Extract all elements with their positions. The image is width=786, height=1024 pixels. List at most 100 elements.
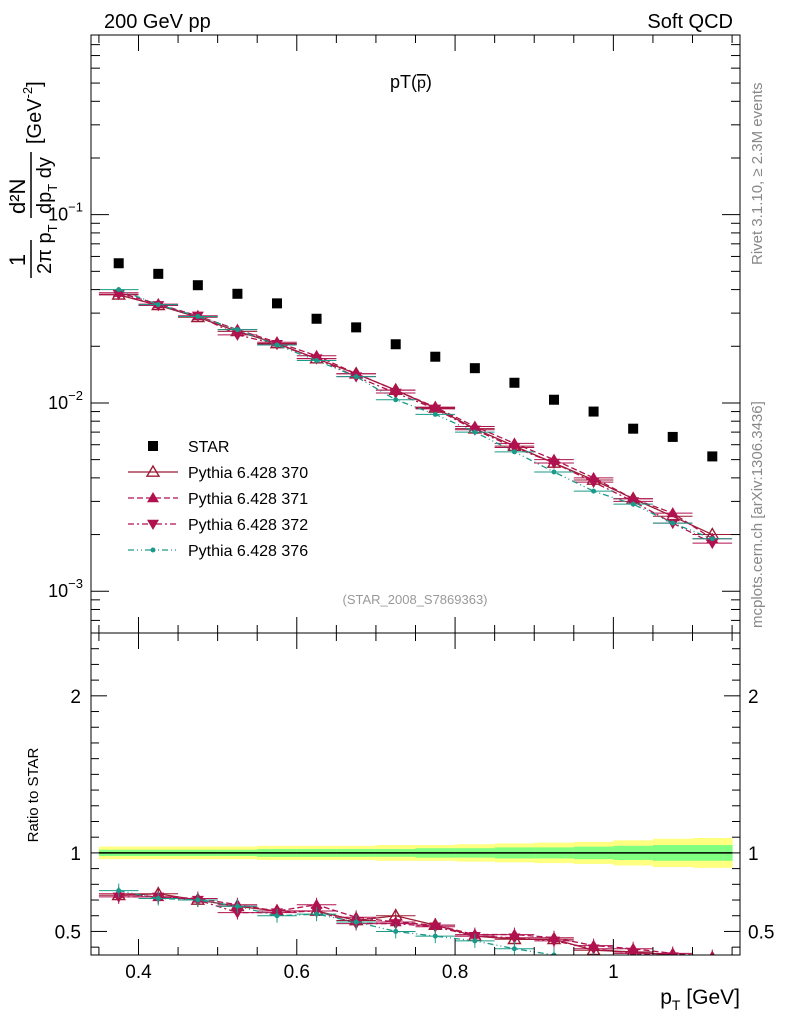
data-point <box>666 507 679 518</box>
data-point <box>508 443 521 454</box>
ratio-point <box>234 903 240 909</box>
ratio-point <box>511 946 517 952</box>
data-point <box>112 290 125 301</box>
ratio-y-tick-label-left: 2 <box>70 687 81 708</box>
ratio-y-tick-label-left: 0.5 <box>55 922 81 943</box>
data-point <box>389 388 402 399</box>
header-category-label: Soft QCD <box>647 11 733 33</box>
source-reference-label: mcplots.cern.ch [arXiv:1306.3436] <box>749 401 766 628</box>
data-point <box>548 458 561 469</box>
legend: STAR Pythia 6.428 370 Pythia 6.428 371 Pyth… <box>128 439 308 560</box>
ratio-point <box>710 965 715 970</box>
legend-marker <box>147 492 159 503</box>
y-axis-label: 1 2π pT d²N dpT dy [GeV-2] <box>5 81 60 278</box>
ylabel-frac-num: 1 <box>5 254 30 266</box>
data-point <box>192 280 203 291</box>
data-point <box>314 358 320 364</box>
main-panel: 10−110−210−3 pT(p) (STAR_2008_S7869363) … <box>5 34 741 634</box>
ratio-y-tick-label-left: 1 <box>70 844 81 865</box>
x-tick-label: 0.4 <box>125 962 152 983</box>
data-point <box>231 330 244 341</box>
ratio-point <box>353 919 359 925</box>
ylabel-unit: [GeV-2] <box>20 81 46 144</box>
legend-label: Pythia 6.428 370 <box>188 465 308 482</box>
ylabel-dn-den: dpT dy <box>34 157 60 214</box>
legend-marker <box>150 547 156 553</box>
data-point <box>353 374 359 380</box>
ratio-point <box>666 952 679 955</box>
ratio-point <box>670 963 675 968</box>
ratio-point <box>112 892 125 903</box>
data-point <box>707 451 718 462</box>
data-point <box>630 501 636 507</box>
legend-label: Pythia 6.428 371 <box>188 491 308 508</box>
ratio-point <box>591 957 596 962</box>
x-tick-label: 0.8 <box>442 962 468 983</box>
data-point <box>393 397 399 403</box>
ratio-line-4 <box>118 889 560 955</box>
data-point <box>670 520 676 526</box>
ratio-point <box>116 888 122 894</box>
ratio-y-tick-label-right: 1 <box>748 844 759 865</box>
data-point <box>155 302 161 308</box>
data-point <box>628 423 639 434</box>
data-point <box>587 477 600 489</box>
data-point <box>234 327 240 333</box>
ratio-point <box>706 956 718 966</box>
data-point <box>271 298 282 309</box>
legend-label: STAR <box>188 439 229 456</box>
data-point <box>232 288 243 299</box>
y-tick-label: 10−1 <box>48 200 83 225</box>
ratio-point <box>551 952 557 955</box>
data-point <box>351 322 362 333</box>
ratio-point <box>393 928 399 934</box>
data-point <box>430 351 441 362</box>
legend-marker <box>147 519 159 530</box>
data-point <box>509 377 520 388</box>
ratio-point <box>310 898 323 909</box>
legend-marker <box>148 441 158 451</box>
data-point <box>153 268 164 279</box>
x-tick-label: 1 <box>608 962 619 983</box>
data-point <box>274 342 280 348</box>
ylabel-frac-den: 2π pT <box>34 224 60 274</box>
data-point <box>667 431 678 442</box>
data-point <box>551 469 557 475</box>
ratio-point <box>587 944 600 955</box>
ratio-point <box>231 908 244 919</box>
plot-title: pT(p) <box>390 72 432 92</box>
data-point <box>709 536 715 542</box>
ratio-point <box>508 933 521 944</box>
data-point <box>511 449 517 455</box>
ratio-point <box>627 949 640 955</box>
ylabel-dn-num: d²N <box>5 179 30 214</box>
data-point <box>116 287 122 293</box>
ratio-point <box>429 922 442 933</box>
ratio-point <box>631 960 636 965</box>
ratio-point <box>195 897 201 903</box>
y-tick-label: 10−3 <box>48 576 83 601</box>
ratio-y-tick-label-right: 2 <box>748 687 759 708</box>
data-point <box>432 411 438 417</box>
legend-label: Pythia 6.428 372 <box>188 517 308 534</box>
ratio-panel: 0.5 0.5 1 1 2 2 0.4 0.6 0.8 1 Ratio to STAR pT [G… <box>25 632 774 1013</box>
legend-marker <box>145 464 161 477</box>
y-tick-label: 10−2 <box>48 388 83 413</box>
data-point <box>706 538 719 550</box>
header-energy-label: 200 GeV pp <box>104 11 211 33</box>
x-axis-label: pT [GeV] <box>660 986 740 1013</box>
ratio-point <box>548 936 561 947</box>
data-point <box>472 429 478 435</box>
rivet-version-label: Rivet 3.1.10, ≥ 2.3M events <box>749 83 766 266</box>
data-point <box>390 339 401 350</box>
data-point <box>549 394 560 405</box>
ratio-point <box>472 938 478 944</box>
data-point <box>429 404 442 415</box>
data-point <box>311 313 322 324</box>
ratio-point <box>709 950 715 955</box>
series-line-3 <box>118 293 713 544</box>
ratio-frame <box>90 632 741 956</box>
ratio-point <box>274 913 280 919</box>
ratio-point <box>314 911 320 917</box>
